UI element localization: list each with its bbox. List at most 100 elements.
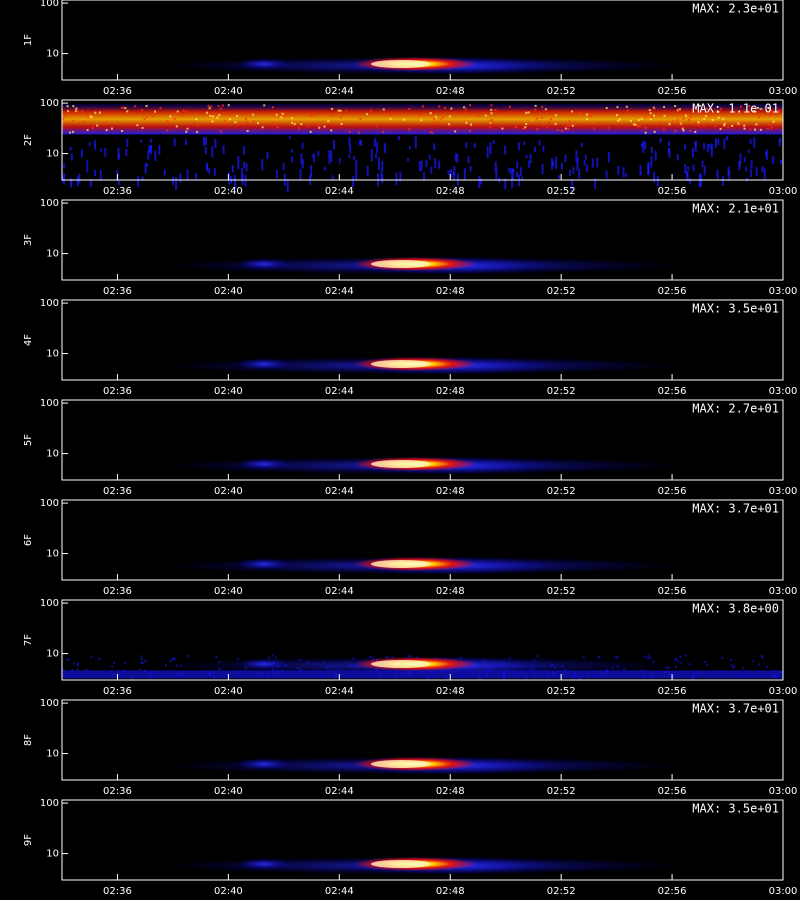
speckle — [177, 672, 180, 675]
speckle — [209, 673, 212, 676]
speckle — [180, 674, 183, 677]
speckle — [209, 672, 212, 675]
x-tick-label: 02:36 — [103, 386, 132, 397]
speckle — [487, 669, 490, 672]
speckle — [751, 106, 754, 109]
speckle — [525, 154, 528, 159]
x-tick-label: 02:52 — [547, 186, 576, 197]
speckle — [258, 672, 261, 675]
max-annotation: MAX: 3.7e+01 — [692, 502, 779, 516]
speckle — [261, 126, 264, 129]
speckle — [169, 659, 172, 662]
speckle — [780, 159, 783, 165]
speckle — [663, 114, 666, 117]
speckle — [772, 670, 775, 673]
speckle — [343, 123, 346, 126]
speckle — [453, 166, 456, 176]
x-tick-label: 02:52 — [547, 786, 576, 797]
speckle — [318, 675, 321, 678]
x-tick-label: 02:40 — [214, 86, 243, 97]
speckle — [554, 123, 557, 126]
y-tick-label: 100 — [40, 498, 59, 509]
speckle — [694, 141, 697, 148]
y-axis-label: 7F — [23, 634, 34, 646]
speckle — [758, 663, 761, 666]
speckle — [395, 172, 398, 186]
speckle — [502, 675, 505, 678]
speckle — [166, 129, 169, 132]
speckle — [267, 656, 270, 659]
speckle — [271, 654, 274, 657]
speckle — [375, 125, 378, 128]
speckle — [514, 126, 517, 129]
speckle — [667, 666, 670, 669]
x-tick-label: 02:36 — [103, 186, 132, 197]
speckle — [616, 114, 619, 117]
speckle — [78, 673, 81, 676]
y-axis-label: 1F — [23, 34, 34, 46]
speckle — [726, 126, 729, 129]
max-annotation: MAX: 3.5e+01 — [692, 802, 779, 816]
speckle — [778, 139, 781, 147]
y-tick-label: 100 — [40, 198, 59, 209]
speckle — [219, 130, 222, 133]
speckle — [439, 118, 442, 121]
speckle — [750, 160, 753, 169]
speckle — [653, 171, 656, 183]
speckle — [154, 110, 157, 113]
speckle — [510, 168, 513, 175]
speckle — [644, 116, 647, 119]
speckle — [330, 150, 333, 163]
speckle — [722, 176, 725, 186]
speckle — [684, 143, 687, 150]
speckle — [569, 169, 572, 176]
speckle — [312, 153, 315, 158]
speckle — [534, 108, 537, 111]
speckle — [312, 153, 315, 162]
speckle — [557, 175, 560, 179]
speckle — [209, 114, 212, 117]
halo — [235, 258, 292, 270]
speckle — [668, 113, 671, 116]
speckle — [517, 142, 520, 150]
speckle — [738, 161, 741, 171]
speckle — [717, 671, 720, 674]
x-tick-label: 02:44 — [325, 386, 354, 397]
speckle — [298, 127, 301, 130]
speckle — [149, 144, 152, 153]
speckle — [141, 176, 144, 181]
x-tick-label: 02:48 — [436, 486, 465, 497]
speckle — [117, 147, 120, 160]
speckle — [403, 118, 406, 121]
speckle — [468, 129, 471, 132]
speckle — [653, 130, 656, 133]
speckle — [469, 165, 472, 172]
speckle — [544, 108, 547, 111]
speckle — [175, 664, 178, 667]
speckle — [266, 152, 269, 160]
speckle — [623, 668, 626, 671]
speckle — [244, 117, 247, 120]
speckle — [571, 676, 574, 679]
speckle — [725, 136, 728, 141]
speckle — [605, 107, 608, 110]
speckle — [737, 122, 740, 125]
speckle — [219, 107, 222, 110]
speckle — [182, 109, 185, 112]
speckle — [701, 160, 704, 168]
speckle — [728, 170, 731, 181]
speckle — [730, 663, 733, 666]
speckle — [508, 105, 511, 108]
speckle — [176, 110, 179, 113]
speckle — [744, 673, 747, 676]
x-tick-label: 02:48 — [436, 286, 465, 297]
speckle — [213, 676, 216, 679]
speckle — [68, 675, 71, 678]
speckle — [644, 141, 647, 150]
speckle — [328, 665, 331, 668]
speckle — [772, 155, 775, 165]
speckle — [438, 160, 441, 169]
speckle — [104, 148, 107, 157]
x-tick-label: 02:36 — [103, 86, 132, 97]
